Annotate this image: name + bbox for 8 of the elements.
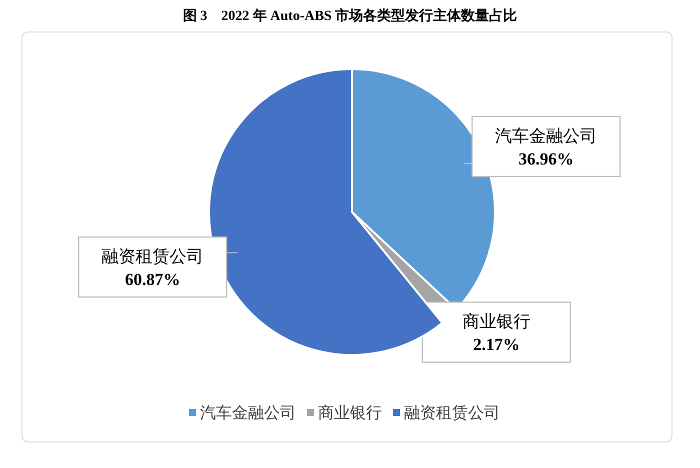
chart-title: 图 3 2022 年 Auto-ABS 市场各类型发行主体数量占比 xyxy=(182,7,518,24)
data-label: 60.87% xyxy=(124,270,180,290)
slice-label: 汽车金融公司 xyxy=(495,126,598,146)
slice-label: 融资租赁公司 xyxy=(102,247,204,266)
data-label: 2.17% xyxy=(473,335,520,354)
legend-label: 商业银行 xyxy=(318,404,382,422)
slice-label: 商业银行 xyxy=(462,312,530,332)
data-label: 36.96% xyxy=(518,150,574,168)
